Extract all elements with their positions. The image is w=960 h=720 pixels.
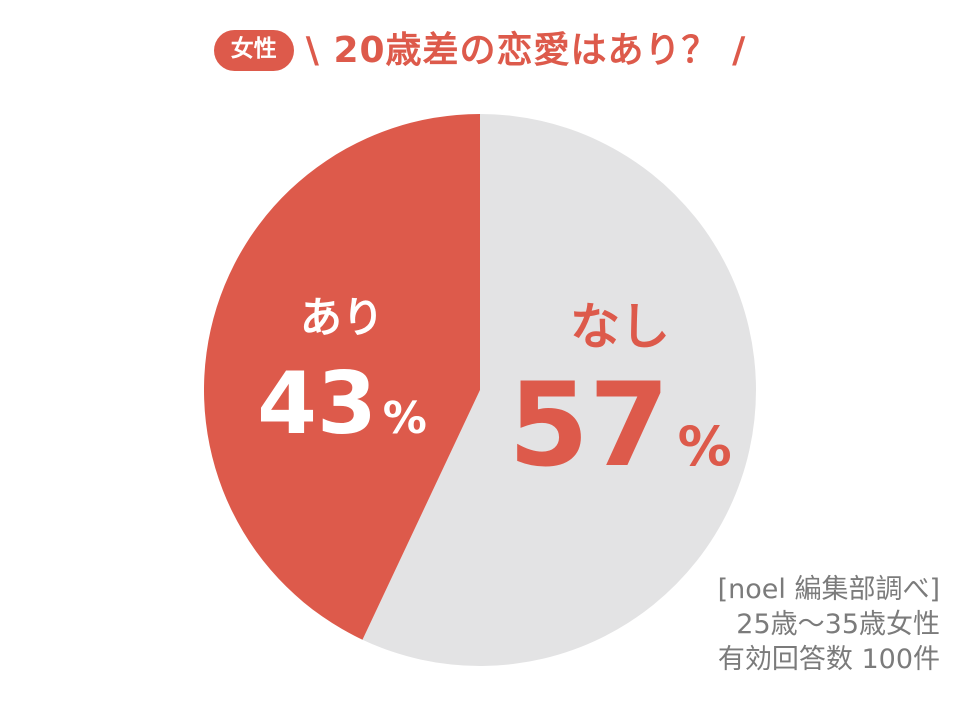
note-line-audience: 25歳〜35歳女性: [736, 609, 940, 640]
percent-sign: %: [677, 415, 732, 478]
source-note: [noel 編集部調べ] 25歳〜35歳女性 有効回答数 100件: [718, 572, 940, 677]
chart-title: \ 20歳差の恋愛はあり？ /: [305, 30, 747, 71]
slice-name-nashi: なし: [570, 298, 670, 356]
note-line-responses: 有効回答数 100件: [717, 644, 940, 675]
slice-percent-number-nashi: 57: [508, 358, 670, 493]
audience-badge: 女性: [213, 30, 294, 72]
pie-slice-あり: [204, 114, 480, 640]
pie-slice-なし: [362, 114, 756, 666]
percent-sign: %: [382, 393, 427, 444]
note-line-source: [noel 編集部調べ]: [717, 574, 940, 605]
slice-label-ari: あり 43%: [212, 293, 472, 448]
slice-name-ari: あり: [299, 293, 384, 342]
chart-header: 女性 \ 20歳差の恋愛はあり？ /: [0, 30, 960, 72]
pie-chart: [204, 114, 756, 666]
slice-percent-number-ari: 43: [257, 354, 377, 454]
slice-value-nashi: 57%: [490, 368, 750, 484]
slice-label-nashi: なし 57%: [490, 302, 750, 484]
slice-value-ari: 43%: [212, 361, 472, 447]
